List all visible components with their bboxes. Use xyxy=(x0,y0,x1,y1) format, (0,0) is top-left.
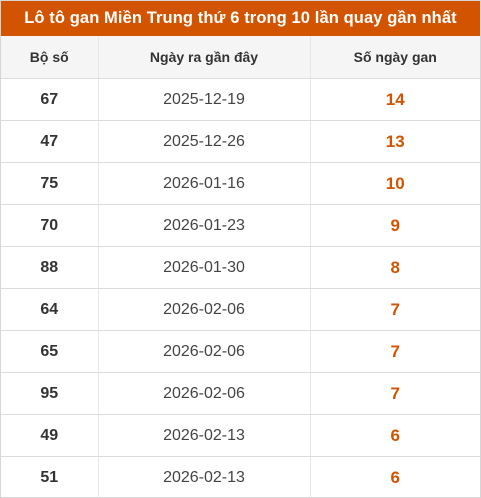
header-number: Bộ số xyxy=(1,36,99,79)
cell-gan-days: 10 xyxy=(310,162,480,205)
table-title: Lô tô gan Miền Trung thứ 6 trong 10 lần … xyxy=(1,1,480,36)
cell-date: 2026-02-06 xyxy=(98,372,311,415)
gan-table: Bộ số Ngày ra gần đây Số ngày gan 67 202… xyxy=(1,36,480,498)
cell-date: 2026-02-06 xyxy=(98,330,311,373)
table-row: 70 2026-01-23 9 xyxy=(1,204,480,247)
cell-gan-days: 9 xyxy=(310,204,480,247)
cell-number: 64 xyxy=(1,288,99,331)
cell-date: 2026-02-13 xyxy=(98,456,311,498)
cell-number: 75 xyxy=(1,162,99,205)
cell-number: 70 xyxy=(1,204,99,247)
cell-date: 2026-01-30 xyxy=(98,246,311,289)
cell-gan-days: 7 xyxy=(310,330,480,373)
cell-number: 49 xyxy=(1,414,99,457)
cell-gan-days: 6 xyxy=(390,467,400,487)
cell-date: 2026-01-16 xyxy=(98,162,311,205)
cell-gan-days: 13 xyxy=(310,120,480,163)
table-row: 64 2026-02-06 7 xyxy=(1,288,480,331)
cell-date: 2025-12-19 xyxy=(98,78,311,121)
table-row: 67 2025-12-19 14 xyxy=(1,78,480,121)
table-row: 49 2026-02-13 6 xyxy=(1,414,480,457)
table-row: 88 2026-01-30 8 xyxy=(1,246,480,289)
table-row: 51 2026-02-13 6 xyxy=(1,456,480,498)
header-row: Bộ số Ngày ra gần đây Số ngày gan xyxy=(1,36,480,79)
cell-gan-days: 14 xyxy=(310,78,480,121)
table-row: 47 2025-12-26 13 xyxy=(1,120,480,163)
cell-gan-days: 6 xyxy=(310,414,480,457)
cell-number: 47 xyxy=(1,120,99,163)
table-row: 65 2026-02-06 7 xyxy=(1,330,480,373)
cell-number: 88 xyxy=(1,246,99,289)
cell-date: 2026-01-23 xyxy=(98,204,311,247)
cell-gan-days: 7 xyxy=(310,288,480,331)
table-row: 95 2026-02-06 7 xyxy=(1,372,480,415)
cell-number: 51 xyxy=(1,456,99,498)
cell-number: 95 xyxy=(1,372,99,415)
table-body: 67 2025-12-19 14 47 2025-12-26 13 75 202… xyxy=(1,78,480,498)
cell-date: 2026-02-13 xyxy=(98,414,311,457)
table-header: Bộ số Ngày ra gần đây Số ngày gan xyxy=(1,36,480,79)
cell-number: 67 xyxy=(1,78,99,121)
cell-gan-days: 8 xyxy=(310,246,480,289)
cell-gan-days: 7 xyxy=(310,372,480,415)
table-row: 75 2026-01-16 10 xyxy=(1,162,480,205)
cell-date: 2025-12-26 xyxy=(98,120,311,163)
header-last-date: Ngày ra gần đây xyxy=(98,36,311,79)
header-gan-days: Số ngày gan xyxy=(310,36,480,79)
cell-number: 65 xyxy=(1,330,99,373)
cell-date: 2026-02-06 xyxy=(98,288,311,331)
